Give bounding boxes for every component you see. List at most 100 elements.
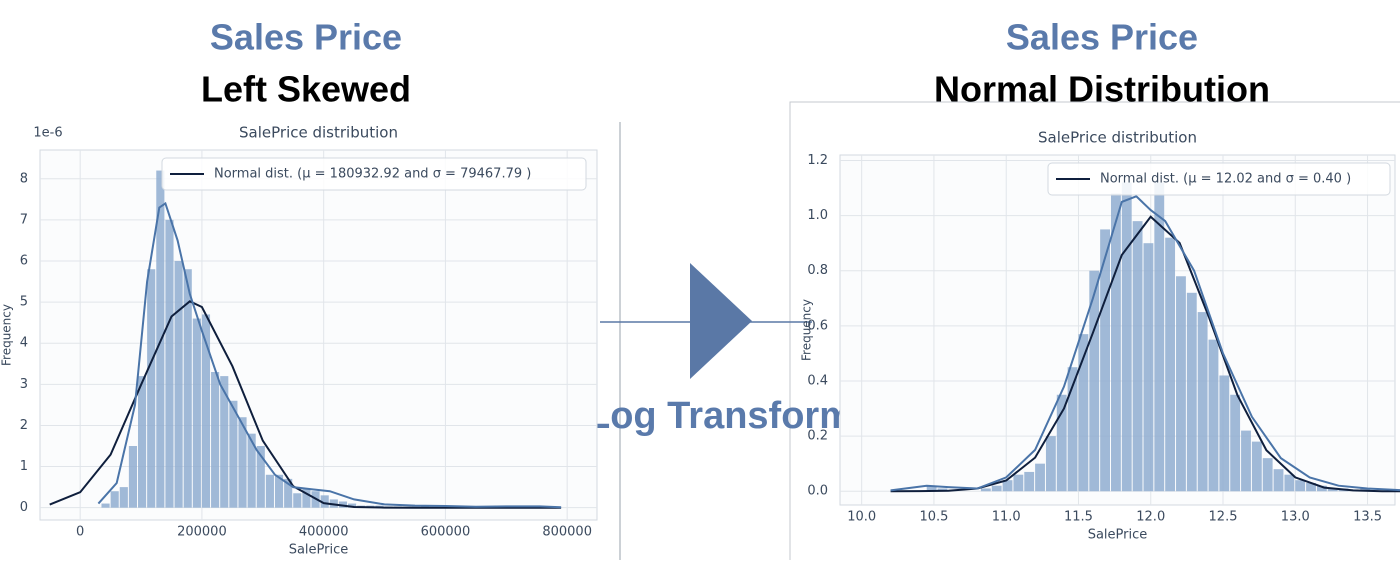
- x-tick-label: 200000: [177, 525, 227, 540]
- x-tick-label: 10.0: [847, 510, 876, 525]
- y-tick-label: 8: [20, 171, 28, 186]
- bar: [293, 493, 302, 508]
- bar: [1251, 441, 1262, 492]
- x-tick-label: 11.5: [1064, 510, 1093, 525]
- legend-box: [1047, 162, 1391, 196]
- x-axis-label: SalePrice: [1088, 528, 1148, 543]
- y-tick-label: 1.2: [807, 153, 828, 168]
- bar: [101, 503, 110, 508]
- bar: [284, 478, 293, 508]
- y-axis-label: Frequency: [0, 304, 14, 366]
- bar: [1316, 485, 1327, 492]
- y-tick-label: 7: [20, 212, 28, 227]
- bar: [1013, 474, 1024, 492]
- bar: [1067, 367, 1078, 492]
- x-axis-label: SalePrice: [289, 543, 349, 558]
- bar: [320, 495, 329, 508]
- x-tick-label: 600000: [421, 525, 471, 540]
- chart-title: SalePrice distribution: [239, 124, 398, 142]
- x-tick-label: 13.5: [1353, 510, 1382, 525]
- bar: [165, 219, 174, 508]
- bar: [1295, 480, 1306, 492]
- bar: [1208, 339, 1219, 492]
- bar: [247, 433, 256, 508]
- bar: [119, 487, 128, 508]
- bar: [926, 485, 937, 492]
- bar: [1154, 182, 1165, 492]
- bar: [274, 474, 284, 508]
- bar: [1197, 312, 1208, 492]
- heading: Sales Price: [1006, 17, 1198, 58]
- y-tick-label: 0.4: [807, 373, 828, 388]
- x-tick-label: 13.0: [1281, 510, 1310, 525]
- bar: [192, 318, 201, 508]
- y-tick-label: 6: [20, 254, 28, 269]
- arrow-label: Log Transform: [587, 395, 853, 437]
- bar: [1176, 276, 1186, 492]
- bar: [174, 261, 183, 508]
- bar: [1306, 482, 1316, 492]
- y-tick-label: 1: [20, 459, 28, 474]
- y-tick-label: 0.8: [807, 263, 828, 278]
- frame: [789, 101, 1400, 560]
- x-tick-label: 400000: [299, 525, 349, 540]
- subheading: Left Skewed: [201, 69, 411, 110]
- bar: [1186, 292, 1197, 492]
- y-offset-label: 1e-6: [33, 126, 62, 141]
- chart-title: SalePrice distribution: [1038, 129, 1197, 147]
- bar: [110, 491, 119, 508]
- bar: [991, 485, 1002, 492]
- y-tick-label: 4: [20, 336, 28, 351]
- bar: [238, 417, 247, 508]
- y-tick-label: 0.0: [807, 484, 828, 499]
- plot-area: [39, 149, 598, 521]
- bar: [211, 372, 220, 508]
- bar: [1273, 469, 1284, 492]
- bar: [1078, 334, 1089, 492]
- y-tick-label: 2: [20, 418, 28, 433]
- x-tick-label: 800000: [542, 525, 592, 540]
- y-tick-label: 0.6: [807, 318, 828, 333]
- heading: Sales Price: [210, 17, 402, 58]
- bar: [1045, 436, 1056, 492]
- y-tick-label: 5: [20, 295, 28, 310]
- arrow-head: [690, 263, 752, 379]
- subheading: Normal Distribution: [934, 69, 1270, 110]
- bar: [147, 269, 156, 508]
- bar: [1219, 375, 1230, 492]
- bar: [1241, 430, 1251, 492]
- bar: [980, 488, 991, 492]
- legend-label: Normal dist. (μ = 12.02 and σ = 0.40 ): [1100, 172, 1351, 187]
- bar: [1100, 229, 1110, 492]
- bar: [1143, 243, 1154, 492]
- x-tick-label: 12.0: [1136, 510, 1165, 525]
- bar: [302, 489, 311, 508]
- bar: [1121, 182, 1132, 492]
- bar: [1284, 474, 1295, 492]
- line: [890, 195, 1400, 492]
- bar: [1056, 394, 1067, 492]
- bar: [256, 446, 265, 508]
- y-tick-label: 0.2: [807, 429, 828, 444]
- legend-label: Normal dist. (μ = 180932.92 and σ = 7946…: [214, 167, 531, 182]
- y-axis-label: Frequency: [800, 299, 814, 361]
- legend-box: [161, 157, 587, 191]
- y-tick-label: 0: [20, 500, 28, 515]
- bar: [348, 503, 357, 508]
- bar: [1327, 488, 1338, 492]
- y-tick-label: 3: [20, 377, 28, 392]
- line: [97, 201, 562, 509]
- bar: [1035, 463, 1045, 492]
- bar: [1230, 394, 1241, 492]
- bar: [1110, 193, 1121, 492]
- bar: [138, 376, 147, 508]
- x-tick-label: 12.5: [1209, 510, 1238, 525]
- bar: [201, 314, 211, 508]
- x-tick-label: 0: [76, 525, 84, 540]
- x-tick-label: 10.5: [919, 510, 948, 525]
- bar: [1089, 270, 1100, 492]
- x-tick-label: 11.0: [992, 510, 1021, 525]
- bar: [220, 376, 229, 508]
- bar: [229, 400, 238, 508]
